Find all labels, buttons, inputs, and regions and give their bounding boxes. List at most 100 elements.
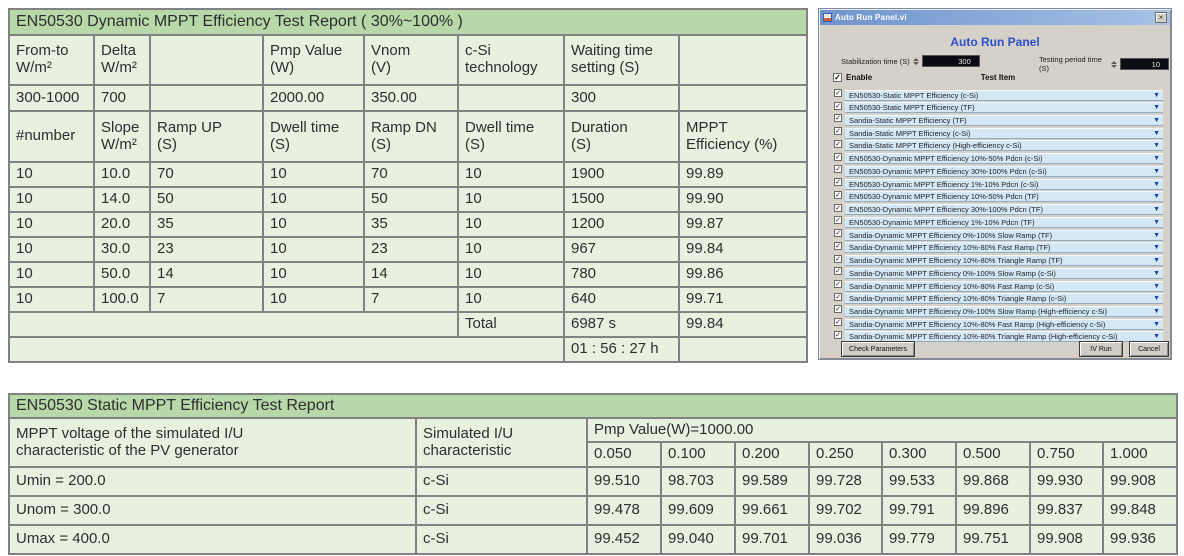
test-item-label: Sandia-Dynamic MPPT Efficiency 10%-80% T… [849, 332, 1118, 342]
chevron-down-icon[interactable]: ▼ [1153, 269, 1160, 277]
chevron-down-icon[interactable]: ▼ [1153, 155, 1160, 163]
enable-all-checkbox[interactable]: ✓ [833, 73, 842, 82]
test-item-dropdown[interactable]: EN50530-Dynamic MPPT Efficiency 10%-50% … [845, 153, 1163, 165]
table-cell: 30.0 [93, 236, 151, 263]
test-item-dropdown[interactable]: EN50530-Dynamic MPPT Efficiency 1%-10% P… [845, 178, 1163, 190]
test-item-dropdown[interactable]: Sandia-Dynamic MPPT Efficiency 0%-100% S… [845, 305, 1163, 317]
test-item-dropdown[interactable]: Sandia-Static MPPT Efficiency (TF) ▼ [845, 114, 1163, 126]
cancel-button[interactable]: Cancel [1129, 341, 1169, 357]
table-row: 10 14.0 50 10 50 10 1500 99.90 [8, 186, 808, 213]
load-level-header: 0.200 [734, 441, 810, 468]
test-item-dropdown[interactable]: Sandia-Dynamic MPPT Efficiency 0%-100% S… [845, 267, 1163, 279]
test-item-dropdown[interactable]: EN50530-Dynamic MPPT Efficiency 1%-10% P… [845, 216, 1163, 228]
chevron-down-icon[interactable]: ▼ [1153, 295, 1160, 303]
test-item-dropdown[interactable]: Sandia-Dynamic MPPT Efficiency 10%-80% F… [845, 242, 1163, 254]
item-checkbox[interactable]: ✓ [834, 280, 842, 289]
item-checkbox[interactable]: ✓ [834, 101, 842, 110]
table-cell: 99.84 [678, 236, 808, 263]
item-checkbox[interactable]: ✓ [834, 203, 842, 212]
chevron-down-icon[interactable]: ▼ [1153, 282, 1160, 290]
voltage-cell: Umin = 200.0 [8, 466, 417, 497]
iv-run-button[interactable]: IV Run [1079, 341, 1123, 357]
item-checkbox[interactable]: ✓ [834, 254, 842, 263]
chevron-down-icon[interactable]: ▼ [1153, 180, 1160, 188]
table-cell [678, 336, 808, 363]
chevron-down-icon[interactable]: ▼ [1153, 333, 1160, 341]
test-item-dropdown[interactable]: EN50530-Dynamic MPPT Efficiency 30%-100%… [845, 165, 1163, 177]
table-row: 10 50.0 14 10 14 10 780 99.86 [8, 261, 808, 288]
efficiency-cell: 99.728 [808, 466, 883, 497]
spinner-icon[interactable] [912, 57, 919, 65]
item-checkbox[interactable]: ✓ [834, 241, 842, 250]
test-item-label: EN50530-Dynamic MPPT Efficiency 30%-100%… [849, 166, 1047, 176]
item-checkbox[interactable]: ✓ [834, 114, 842, 123]
item-checkbox[interactable]: ✓ [834, 89, 842, 97]
chevron-down-icon[interactable]: ▼ [1153, 142, 1160, 150]
item-checkbox[interactable]: ✓ [834, 178, 842, 187]
chevron-down-icon[interactable]: ▼ [1153, 91, 1160, 99]
table-cell: 10 [262, 261, 365, 288]
chevron-down-icon[interactable]: ▼ [1153, 244, 1160, 252]
chevron-down-icon[interactable]: ▼ [1153, 206, 1160, 214]
test-item-dropdown[interactable]: Sandia-Static MPPT Efficiency (c-Si) ▼ [845, 127, 1163, 139]
check-parameters-button[interactable]: Check Parameters [841, 341, 915, 357]
item-checkbox[interactable]: ✓ [834, 216, 842, 225]
test-item-row: ✓ Sandia-Dynamic MPPT Efficiency 0%-100% … [834, 229, 1163, 241]
table-cell: 99.71 [678, 286, 808, 313]
efficiency-cell: 99.896 [955, 495, 1031, 526]
chevron-down-icon[interactable]: ▼ [1153, 231, 1160, 239]
item-checkbox[interactable]: ✓ [834, 292, 842, 301]
test-item-dropdown[interactable]: EN50530-Dynamic MPPT Efficiency 10%-50% … [845, 191, 1163, 203]
close-icon[interactable]: × [1155, 12, 1167, 23]
test-item-dropdown[interactable]: Sandia-Dynamic MPPT Efficiency 10%-80% T… [845, 293, 1163, 305]
item-checkbox[interactable]: ✓ [834, 267, 842, 276]
test-item-dropdown[interactable]: EN50530-Static MPPT Efficiency (TF) ▼ [845, 102, 1163, 114]
column-header: Dwell time (S) [262, 110, 365, 163]
test-item-dropdown[interactable]: EN50530-Dynamic MPPT Efficiency 30%-100%… [845, 204, 1163, 216]
test-item-dropdown[interactable]: Sandia-Dynamic MPPT Efficiency 10%-80% F… [845, 318, 1163, 330]
chevron-down-icon[interactable]: ▼ [1153, 167, 1160, 175]
chevron-down-icon[interactable]: ▼ [1153, 320, 1160, 328]
chevron-down-icon[interactable]: ▼ [1153, 129, 1160, 137]
chevron-down-icon[interactable]: ▼ [1153, 193, 1160, 201]
stabilization-time-value[interactable]: 300 [921, 55, 980, 67]
item-checkbox[interactable]: ✓ [834, 139, 842, 148]
dynamic-mppt-report-table: EN50530 Dynamic MPPT Efficiency Test Rep… [8, 8, 808, 363]
testing-period-value[interactable]: 10 [1120, 58, 1169, 70]
test-item-dropdown[interactable]: Sandia-Dynamic MPPT Efficiency 10%-80% F… [845, 280, 1163, 292]
list-header-row: ✓ Enable Test Item [833, 73, 1163, 85]
window-title: Auto Run Panel.vi [835, 13, 907, 22]
table-row: Umin = 200.0 c-Si 99.510 98.703 99.589 9… [8, 466, 1179, 497]
column-header: From-to W/m² [8, 34, 95, 86]
item-checkbox[interactable]: ✓ [834, 165, 842, 174]
item-checkbox[interactable]: ✓ [834, 190, 842, 199]
column-header: Dwell time (S) [457, 110, 565, 163]
item-checkbox[interactable]: ✓ [834, 127, 842, 136]
table-row: 10 20.0 35 10 35 10 1200 99.87 [8, 211, 808, 238]
test-item-dropdown[interactable]: Sandia-Static MPPT Efficiency (High-effi… [845, 140, 1163, 152]
chevron-down-icon[interactable]: ▼ [1153, 218, 1160, 226]
test-item-label: EN50530-Dynamic MPPT Efficiency 1%-10% P… [849, 217, 1035, 227]
item-checkbox[interactable]: ✓ [834, 305, 842, 314]
window-titlebar[interactable]: Auto Run Panel.vi × [820, 10, 1170, 25]
chevron-down-icon[interactable]: ▼ [1153, 257, 1160, 265]
test-item-label: EN50530-Dynamic MPPT Efficiency 10%-50% … [849, 154, 1043, 164]
table-cell: 700 [93, 84, 151, 112]
item-checkbox[interactable]: ✓ [834, 318, 842, 327]
test-item-row: ✓ Sandia-Dynamic MPPT Efficiency 10%-80% … [834, 254, 1163, 267]
efficiency-cell: 99.868 [955, 466, 1031, 497]
table-cell: 23 [363, 236, 459, 263]
test-item-dropdown[interactable]: EN50530-Static MPPT Efficiency (c-Si) ▼ [845, 89, 1163, 101]
item-checkbox[interactable]: ✓ [834, 229, 842, 238]
chevron-down-icon[interactable]: ▼ [1153, 104, 1160, 112]
test-item-dropdown[interactable]: Sandia-Dynamic MPPT Efficiency 10%-80% T… [845, 255, 1163, 267]
test-item-dropdown[interactable]: Sandia-Dynamic MPPT Efficiency 10%-80% T… [845, 331, 1163, 343]
table-cell: 99.86 [678, 261, 808, 288]
spinner-icon[interactable] [1111, 60, 1118, 68]
item-checkbox[interactable]: ✓ [834, 330, 842, 339]
chevron-down-icon[interactable]: ▼ [1153, 116, 1160, 124]
item-checkbox[interactable]: ✓ [834, 152, 842, 161]
voltage-cell: Umax = 400.0 [8, 524, 417, 555]
test-item-dropdown[interactable]: Sandia-Dynamic MPPT Efficiency 0%-100% S… [845, 229, 1163, 241]
chevron-down-icon[interactable]: ▼ [1153, 307, 1160, 315]
